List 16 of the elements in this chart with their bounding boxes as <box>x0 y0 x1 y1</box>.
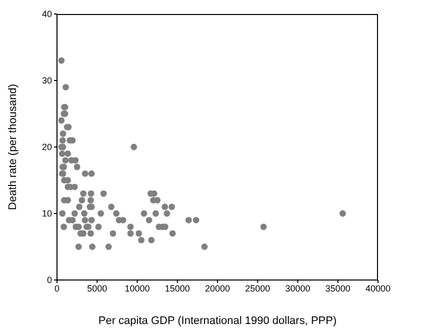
y-axis-title: Death rate (per thousand) <box>6 84 19 210</box>
x-tick-label: 10000 <box>124 283 150 294</box>
x-tick-label: 30000 <box>285 283 310 294</box>
y-tick-label: 20 <box>42 142 52 152</box>
y-tick-label: 40 <box>42 9 52 20</box>
x-tick-label: 15000 <box>164 283 190 294</box>
x-tick-label: 25000 <box>245 283 270 294</box>
x-tick-label: 40000 <box>365 283 391 294</box>
x-tick-label: 35000 <box>325 283 350 294</box>
x-tick-label: 0 <box>54 283 60 294</box>
y-tick-label: 0 <box>46 275 52 286</box>
y-tick-label: 10 <box>42 208 52 219</box>
x-axis-title: Per capita GDP (International 1990 dollars, PPP) <box>98 315 337 327</box>
x-tick-label: 5000 <box>87 283 108 294</box>
x-tick-label: 20000 <box>204 283 230 294</box>
y-tick-label: 30 <box>42 76 52 86</box>
